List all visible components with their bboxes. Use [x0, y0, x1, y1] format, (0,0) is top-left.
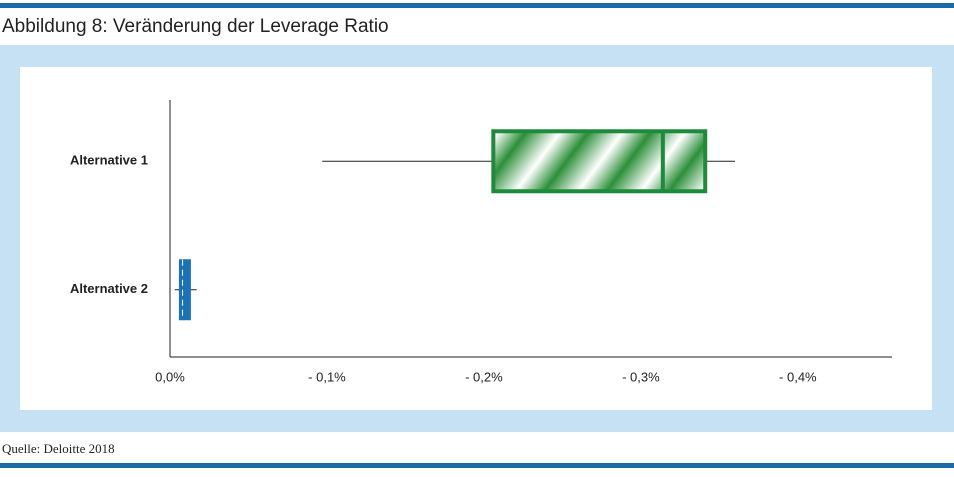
x-tick-label: - 0,2%: [465, 369, 503, 384]
bottom-rule: [0, 463, 954, 468]
category-label: Alternative 1: [70, 153, 148, 168]
chart-title: Abbildung 8: Veränderung der Leverage Ra…: [2, 16, 389, 37]
x-tick-label: - 0,3%: [622, 369, 660, 384]
source-note: Quelle: Deloitte 2018: [2, 441, 115, 456]
category-label: Alternative 2: [70, 281, 148, 296]
x-tick-label: - 0,4%: [779, 369, 817, 384]
x-tick-label: - 0,1%: [308, 369, 346, 384]
x-tick-label: 0,0%: [155, 369, 185, 384]
plot-panel: [20, 67, 932, 410]
box: [491, 129, 708, 194]
box: [178, 259, 191, 321]
top-rule: [0, 3, 954, 8]
